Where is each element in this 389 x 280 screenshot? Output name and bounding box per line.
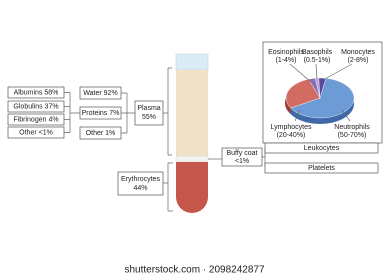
label: Leukocytes: [304, 145, 340, 152]
label: (20-40%): [277, 132, 306, 139]
label: <1%: [235, 158, 249, 165]
label: Other <1%: [19, 129, 53, 136]
label: Other 1%: [86, 130, 116, 137]
bracket: [64, 92, 80, 133]
label: Neutrophils: [334, 124, 370, 131]
label: Buffy coat: [226, 150, 257, 157]
leader-lines: [289, 63, 353, 122]
slice-lymphocytes: [285, 78, 321, 109]
label: (0.5-1%): [304, 57, 331, 64]
label: (50-70%): [338, 132, 367, 139]
label: Albumins 58%: [14, 89, 59, 96]
watermark: shutterstock.com · 2098242877: [124, 265, 265, 276]
box: [264, 162, 379, 174]
label: 55%: [142, 114, 156, 121]
connector: [262, 148, 266, 167]
protein-boxes: Albumins 58% Globulins 37% Fibrinogen 4%…: [7, 86, 80, 139]
label: Platelets: [308, 165, 335, 172]
pie-depth: [284, 98, 291, 114]
label: Eosinophils: [268, 49, 304, 56]
erythrocyte-layer: [176, 162, 208, 213]
label: Basophils: [302, 49, 333, 56]
label: (2-8%): [347, 57, 368, 64]
box: [117, 171, 164, 196]
plasma-layer: [176, 70, 208, 156]
label: Erythrocytes: [121, 176, 160, 183]
label: Globulins 37%: [13, 103, 58, 110]
label: Fibrinogen 4%: [13, 116, 58, 123]
plasma-boxes: Water 92% Proteins 7% Other 1% Plasma 55…: [79, 67, 172, 156]
slice-neutrophils: [290, 78, 355, 119]
label: Water 92%: [83, 90, 117, 97]
label: (1-4%): [275, 57, 296, 64]
label: Plasma: [137, 105, 160, 112]
pie: [284, 63, 355, 124]
label: Proteins 7%: [82, 110, 120, 117]
buffy-layer: [175, 155, 209, 163]
bracket: [163, 162, 173, 212]
test-tube: [175, 53, 209, 213]
box: [134, 100, 164, 126]
box: [264, 142, 379, 154]
label: Lymphocytes: [271, 124, 312, 131]
tube-cap: [175, 53, 209, 71]
label: 44%: [133, 185, 147, 192]
bracket: [163, 67, 172, 156]
label: Monocytes: [341, 49, 375, 56]
bracket: [121, 92, 135, 134]
